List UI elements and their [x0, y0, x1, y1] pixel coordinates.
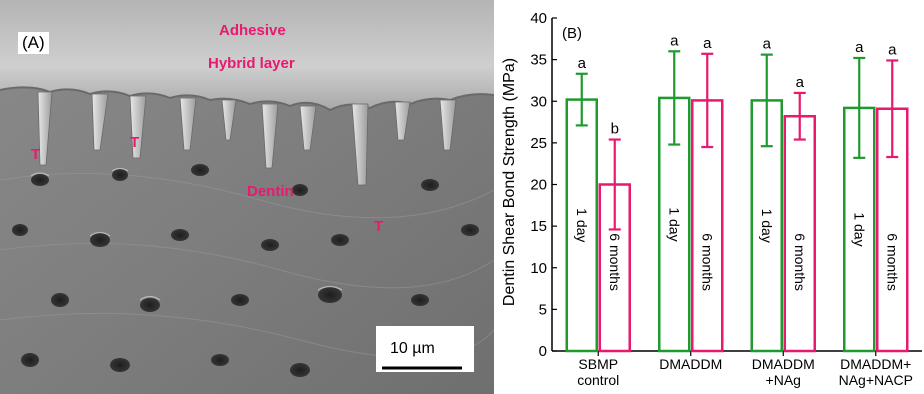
series-label: 1 day	[666, 207, 682, 241]
bond-strength-chart-panel: 0 5 10 15 20 25 30 35 40 SBMP control DMADDM DMADDM +…	[494, 0, 924, 394]
y-tick-label: 5	[539, 301, 547, 318]
y-tick-label: 25	[530, 135, 547, 152]
panel-b-label: (B)	[562, 25, 582, 42]
panel-a-label: (A)	[18, 32, 49, 54]
significance-letter: a	[703, 35, 712, 52]
y-tick-label: 10	[530, 260, 547, 277]
y-tick-label: 35	[530, 52, 547, 69]
significance-letter: a	[763, 36, 772, 53]
series-label: 6 months	[699, 233, 715, 291]
series-label: 6 months	[792, 233, 808, 291]
x-tick-label-line: +NAg	[766, 372, 801, 388]
significance-letter: a	[888, 41, 897, 58]
significance-letter: a	[796, 74, 805, 91]
resin-tag-label: T	[374, 218, 384, 235]
significance-letter: a	[855, 39, 864, 56]
significance-letter: b	[611, 121, 619, 138]
x-tick-label: DMADDM	[659, 356, 722, 372]
x-tick-label-line: control	[577, 372, 619, 388]
significance-letter: a	[578, 55, 587, 72]
y-tick-label: 20	[530, 177, 547, 194]
resin-tag-label: T	[31, 146, 41, 163]
series-label: 6 months	[884, 233, 900, 291]
y-tick-label: 15	[530, 218, 547, 235]
series-label: 1 day	[759, 209, 775, 243]
x-tick-label-line: DMADDM	[659, 356, 722, 372]
y-tick-label: 40	[530, 10, 547, 27]
bar	[783, 114, 816, 353]
significance-letter: a	[670, 32, 679, 49]
x-tick-label-line: NAg+NACP	[839, 372, 913, 388]
x-tick-label: SBMP control	[577, 356, 619, 388]
y-tick-label: 30	[530, 93, 547, 110]
y-tick-label: 0	[539, 343, 547, 360]
series-label: 6 months	[607, 233, 623, 291]
x-tick-label: DMADDM+ NAg+NACP	[839, 356, 913, 388]
series-label: 1 day	[851, 212, 867, 246]
scale-bar-label: 10 µm	[390, 340, 435, 357]
x-tick-label-line: DMADDM+	[840, 356, 911, 372]
hybrid-layer-label: Hybrid layer	[208, 55, 295, 72]
series-label: 1 day	[574, 208, 590, 242]
resin-tag-label: T	[130, 134, 140, 151]
y-axis-label: Dentin Shear Bond Strength (MPa)	[501, 58, 518, 306]
chart-marks: a 1 day b 6 months a 1 day a 6 months a 1 day a 6 m…	[565, 32, 909, 353]
dentin-label: Dentin	[247, 183, 294, 200]
x-tick-label-line: SBMP	[578, 356, 618, 372]
x-tick-label-line: DMADDM	[752, 356, 815, 372]
sem-micrograph-image	[0, 0, 494, 394]
sem-micrograph-panel: (A) Adhesive Hybrid layer Dentin T T T 1…	[0, 0, 494, 394]
adhesive-label: Adhesive	[219, 22, 286, 39]
x-tick-label: DMADDM +NAg	[752, 356, 815, 388]
